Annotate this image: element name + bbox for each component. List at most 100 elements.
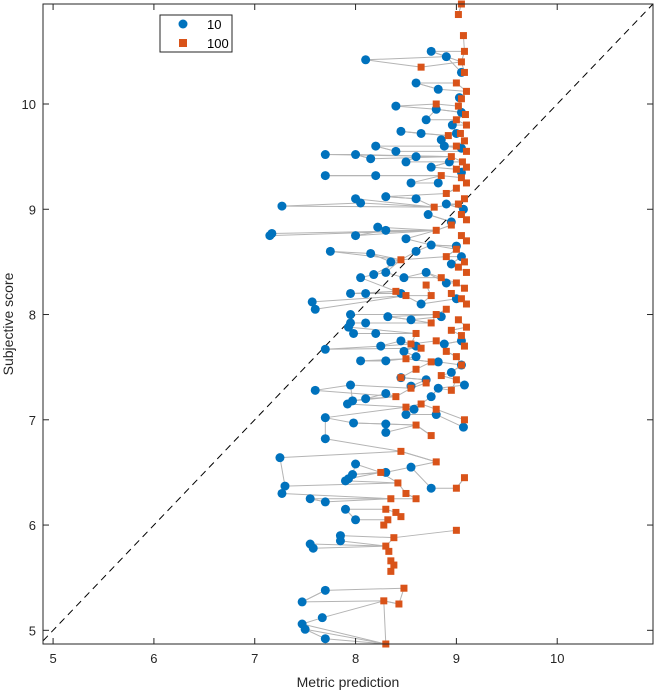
data-point-100 (452, 116, 460, 124)
data-point-10 (346, 288, 356, 298)
connector-line (325, 498, 391, 503)
legend-label-10: 10 (207, 17, 221, 32)
connector-line (325, 417, 354, 424)
connector-line (315, 295, 407, 310)
y-axis-label: Subjective score (0, 272, 16, 375)
data-point-10 (396, 126, 406, 136)
connector-line (330, 250, 371, 254)
data-point-10 (297, 597, 307, 607)
data-point-10 (351, 515, 361, 525)
data-point-10 (441, 199, 451, 209)
x-tick-label: 6 (150, 651, 157, 666)
data-point-100 (452, 279, 460, 287)
data-point-10 (335, 536, 345, 546)
data-point-100 (447, 289, 455, 297)
data-point-10 (320, 344, 330, 354)
data-point-10 (361, 288, 371, 298)
data-point-100 (444, 132, 452, 140)
data-point-100 (392, 508, 400, 516)
connector-line (355, 198, 435, 208)
data-point-100 (412, 495, 420, 503)
data-point-10 (356, 273, 366, 283)
connector-line (313, 545, 386, 549)
data-point-100 (380, 521, 388, 529)
data-point-100 (392, 287, 400, 295)
data-point-100 (460, 68, 468, 76)
connector-line (322, 600, 384, 619)
connector-line (421, 61, 462, 68)
data-point-100 (432, 337, 440, 345)
connector-line (438, 88, 467, 92)
data-point-10 (351, 459, 361, 469)
connector-line (302, 623, 386, 645)
data-point-100 (454, 11, 462, 19)
data-point-100 (427, 432, 435, 440)
data-point-100 (417, 63, 425, 71)
data-point-10 (381, 419, 391, 429)
data-point-10 (441, 52, 451, 62)
connector-line (305, 628, 386, 645)
legend-marker-100 (179, 39, 187, 47)
connector-line (302, 600, 384, 603)
data-point-100 (397, 447, 405, 455)
connector-line (355, 229, 437, 237)
connector-line (405, 229, 437, 240)
connector-line (400, 450, 437, 463)
data-point-100 (462, 216, 470, 224)
data-point-10 (320, 497, 330, 507)
data-point-100 (442, 253, 450, 261)
data-point-10 (426, 392, 436, 402)
data-point-100 (462, 179, 470, 187)
data-point-10 (361, 394, 371, 404)
data-point-100 (454, 200, 462, 208)
data-point-10 (376, 341, 386, 351)
data-point-100 (461, 111, 469, 119)
connector-line (340, 535, 394, 539)
data-point-100 (437, 172, 445, 180)
data-point-100 (460, 195, 468, 203)
data-point-10 (396, 336, 406, 346)
connector-line (347, 403, 407, 408)
connector-line (360, 202, 435, 208)
data-point-10 (373, 222, 383, 232)
data-point-100 (395, 600, 403, 608)
data-point-100 (390, 534, 398, 542)
data-point-100 (457, 58, 465, 66)
data-point-100 (412, 365, 420, 373)
connector-line (373, 259, 402, 275)
data-point-100 (427, 358, 435, 366)
data-point-10 (383, 312, 393, 322)
data-point-100 (460, 258, 468, 266)
data-point-100 (407, 384, 415, 392)
data-point-100 (427, 292, 435, 300)
data-point-100 (457, 174, 465, 182)
connector-line (365, 59, 422, 68)
data-point-10 (371, 328, 381, 338)
data-point-100 (447, 386, 455, 394)
connector-line (421, 298, 457, 305)
data-point-10 (381, 225, 391, 235)
legend[interactable]: 10 100 (159, 14, 233, 53)
data-point-10 (277, 488, 287, 498)
connector-line (353, 422, 386, 425)
data-point-10 (381, 192, 391, 202)
data-point-100 (417, 344, 425, 352)
data-point-10 (401, 157, 411, 167)
connector-line (281, 492, 391, 500)
data-point-10 (411, 352, 421, 362)
data-point-10 (426, 240, 436, 250)
legend-marker-10 (178, 19, 188, 29)
data-point-100 (452, 184, 460, 192)
y-axis-ticks: 5 6 7 8 9 10 (22, 97, 653, 638)
data-point-10 (344, 322, 354, 332)
data-point-100 (457, 232, 465, 240)
data-point-10 (275, 453, 285, 463)
data-point-10 (406, 178, 416, 188)
data-point-10 (340, 476, 350, 486)
data-point-100 (452, 245, 460, 253)
data-point-100 (454, 102, 462, 110)
data-point-100 (382, 542, 390, 550)
data-point-100 (427, 319, 435, 327)
data-point-10 (320, 434, 330, 444)
